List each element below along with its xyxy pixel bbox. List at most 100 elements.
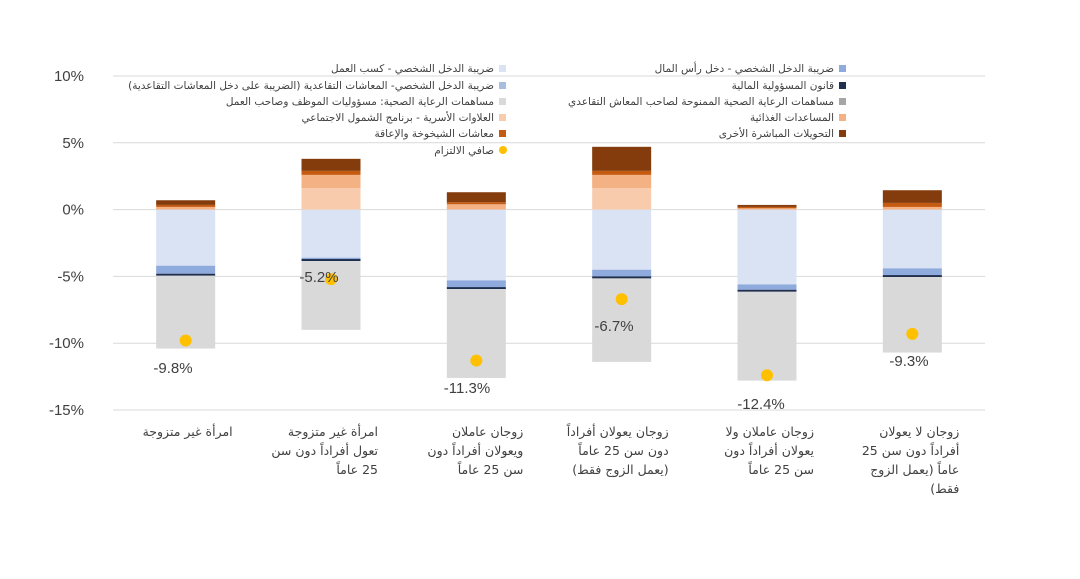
net-marker — [325, 273, 337, 286]
bar-segment — [737, 291, 797, 381]
legend-label: العلاوات الأسرية - برنامج الشمول الاجتما… — [301, 111, 494, 124]
bar-segment — [446, 192, 506, 203]
bar-segment — [446, 280, 506, 288]
legend-label: ضريبة الدخل الشخصي - كسب العمل — [331, 63, 494, 75]
data-label: -12.4% — [737, 396, 785, 413]
legend-label: صافي الالتزام — [434, 145, 494, 157]
bar-segment — [301, 170, 361, 175]
category-label: زوجان عاملان ويعولان أفراداً دون سن 25 عام… — [427, 424, 523, 478]
x-axis: امرأة غير متزوجة امرأة غير متزوجة تعول أفر… — [143, 422, 960, 496]
legend: ضريبة الدخل الشخصي - كسب العمل ضريبة الدخ… — [128, 61, 846, 157]
bar-segment — [592, 209, 652, 270]
bar-segment — [882, 190, 942, 203]
category-label-line: امرأة غير متزوجة — [288, 423, 378, 440]
bar-segment — [882, 206, 942, 210]
bar-segment — [301, 158, 361, 171]
net-marker — [761, 369, 773, 382]
category-label-line: أفراداً دون سن 25 — [862, 441, 959, 459]
legend-swatch — [499, 98, 506, 105]
bar-segment — [882, 202, 942, 207]
category-label-line: زوجان عاملان — [452, 424, 523, 440]
legend-swatch — [839, 82, 846, 89]
legend-swatch — [839, 130, 846, 137]
category-label-line: سن 25 عاماً — [748, 460, 814, 478]
category-label-line: تعول أفراداً دون سن — [271, 441, 378, 459]
bars — [156, 146, 942, 382]
bar-segment — [156, 200, 216, 205]
bar-segment — [737, 208, 797, 210]
category-label-line: (يعمل الزوج فقط) — [572, 462, 668, 478]
category-label-line: دون سن 25 عاماً — [578, 441, 669, 459]
bar-segment — [592, 276, 652, 279]
bar-segment — [446, 209, 506, 281]
bar-segment — [156, 209, 216, 266]
bar-segment — [882, 268, 942, 276]
category-label-line: 25 عاماً — [336, 460, 378, 477]
net-marker — [179, 334, 192, 347]
bar-segment — [446, 202, 506, 205]
y-tick-label: 0% — [62, 202, 84, 219]
category-label-line: فقط) — [930, 481, 959, 496]
bar-segment — [737, 209, 797, 285]
category-label: امرأة غير متزوجة — [143, 423, 233, 440]
bar-segment — [301, 209, 361, 258]
legend-marker — [499, 146, 507, 154]
bar-segment — [737, 204, 797, 207]
bar-segment — [156, 204, 216, 207]
bar-segment — [592, 146, 652, 171]
data-label: -5.2% — [299, 269, 338, 286]
bar-segment — [882, 277, 942, 353]
legend-label: معاشات الشيخوخة والإعاقة — [374, 128, 494, 140]
bar-segment — [592, 188, 652, 210]
legend-swatch — [499, 130, 506, 137]
bar-segment — [446, 204, 506, 210]
category-label-line: ويعولان أفراداً دون — [427, 441, 523, 459]
category-label-line: امرأة غير متزوجة — [143, 423, 233, 440]
data-label: -6.7% — [594, 318, 633, 335]
bar-segment — [301, 259, 361, 262]
category-label-line: عاماً (يعمل الزوج — [870, 460, 959, 478]
legend-swatch — [839, 114, 846, 121]
bar-segment — [301, 257, 361, 260]
category-label-line: زوجان عاملان ولا — [725, 424, 814, 440]
legend-label: ضريبة الدخل الشخصي- المعاشات التقاعدية (… — [128, 80, 494, 92]
legend-swatch — [839, 65, 846, 72]
legend-swatch — [839, 98, 846, 105]
legend-swatch — [499, 114, 506, 121]
bar-segment — [301, 261, 361, 330]
bar-segment — [737, 289, 797, 292]
legend-swatch — [499, 65, 506, 72]
category-label: زوجان لا يعولان أفراداً دون سن 25 عاماً (ي… — [862, 424, 959, 496]
data-label: -11.3% — [444, 380, 490, 397]
y-tick-label: 5% — [62, 135, 84, 152]
category-label-line: يعولان أفراداً دون — [724, 441, 814, 459]
bar-segment — [156, 273, 216, 276]
bar-segment — [156, 265, 216, 274]
bar-segment — [592, 269, 652, 277]
category-label-line: زوجان لا يعولان — [879, 424, 959, 440]
bar-segment — [446, 287, 506, 290]
net-marker — [906, 327, 919, 340]
y-axis: 10% 5% 0% -5% -10% -15% — [49, 68, 84, 419]
bar-segment — [592, 278, 652, 362]
grid — [113, 75, 985, 411]
bar-segment — [737, 284, 797, 290]
category-label-line: سن 25 عاماً — [457, 460, 523, 478]
bar-segment — [592, 170, 652, 175]
legend-swatch — [499, 82, 506, 89]
category-label: زوجان عاملان ولا يعولان أفراداً دون سن 25 … — [724, 424, 814, 478]
net-marker — [615, 293, 628, 306]
bar-segment — [737, 206, 797, 209]
y-tick-label: -5% — [57, 268, 84, 285]
legend-label: مساهمات الرعاية الصحية الممنوحة لصاحب ال… — [568, 96, 834, 108]
data-labels: -9.8% -5.2% -11.3% -6.7% -12.4% -9.3% — [153, 269, 928, 413]
legend-label: قانون المسؤولية المالية — [732, 80, 834, 92]
category-label: زوجان يعولان أفراداً دون سن 25 عاماً (يعمل… — [566, 422, 668, 478]
bar-segment — [882, 275, 942, 278]
bar-segment — [301, 174, 361, 189]
y-tick-label: -10% — [49, 335, 84, 352]
legend-label: مساهمات الرعاية الصحية: مسؤوليات الموظف … — [226, 96, 494, 108]
bar-segment — [156, 206, 216, 210]
net-marker — [470, 354, 483, 367]
